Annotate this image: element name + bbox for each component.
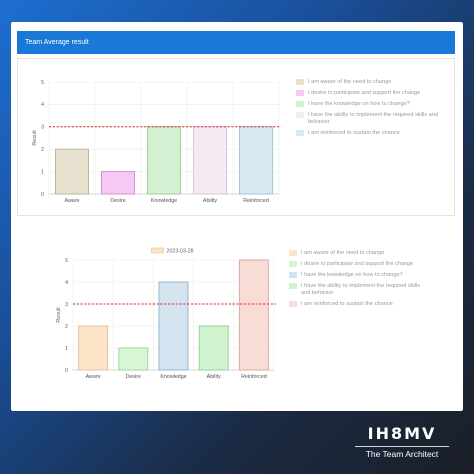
y-tick-label: 2 [65,324,68,330]
bar-aware [78,325,109,371]
y-tick-label: 4 [65,280,68,286]
brand-block: IH8MV The Team Architect [352,425,452,465]
legend-swatch [289,283,297,289]
legend-item[interactable]: I have the knowledge on how to change? [296,101,446,108]
brand-divider [355,446,449,447]
top-chart-legend: I am aware of the need to change I desire… [296,79,446,141]
top-chart-panel [17,58,455,216]
legend-item[interactable]: I have the knowledge on how to change? [289,272,429,279]
legend-item[interactable]: I am reinforced to sustain the chance [296,130,446,137]
legend-label: I am aware of the need to change [308,79,392,85]
legend-swatch [296,130,304,136]
y-tick-label: 0 [41,192,44,198]
legend-label: I desire to participate and support the … [301,261,414,267]
x-tick-label: Knowledge [151,198,177,204]
legend-label: I have the knowledge on how to change? [301,272,403,278]
legend-swatch [296,79,304,85]
x-tick-label: Ability [203,198,217,204]
card-header: Team Average result [17,31,455,54]
legend-item[interactable]: I have the ability to implement the requ… [289,283,429,297]
brand-name: The Team Architect [365,449,439,459]
legend-swatch [289,272,297,278]
bar-knowledge [146,126,182,195]
y-tick-label: 1 [65,346,68,352]
x-tick-label: Ability [207,374,221,380]
y-tick-label: 4 [41,102,44,108]
legend-label: I have the knowledge on how to change? [308,101,410,107]
series-legend-label: 2023-03-28 [167,249,194,255]
legend-swatch [289,301,297,307]
y-axis-label: Result [32,130,38,146]
legend-item[interactable]: I am reinforced to sustain the chance [289,301,429,308]
legend-item[interactable]: I desire to participate and support the … [289,261,429,268]
bottom-chart-legend: I am aware of the need to change I desire… [289,250,429,312]
y-tick-label: 1 [41,169,44,175]
legend-item[interactable]: I am aware of the need to change [296,79,446,86]
chart-svg: 0 1 2 3 4 5 Result Aware Desire Knowledge Ability R… [56,247,276,380]
y-tick-label: 3 [65,302,68,308]
y-axis-label: Result [56,307,62,323]
y-tick-label: 5 [65,258,68,264]
bar-reinforced [238,259,269,371]
y-tick-label: 3 [41,125,44,131]
legend-label: I have the ability to implement the requ… [308,112,438,125]
y-tick-label: 2 [41,147,44,153]
top-bar-chart: 0 1 2 3 4 5 Result Aware Desire Knowledge Ability R… [23,72,283,212]
legend-label: I am aware of the need to change [301,250,385,256]
legend-label: I am reinforced to sustain the chance [301,301,393,307]
x-tick-label: Aware [86,374,101,380]
brand-logo: IH8MV [367,424,437,443]
bar-desire [118,347,149,371]
y-tick-label: 5 [41,80,44,86]
legend-label: I desire to participate and support the … [308,90,421,96]
legend-label: I have the ability to implement the requ… [301,283,421,296]
legend-swatch [289,250,297,256]
x-tick-label: Desire [126,374,141,380]
x-tick-label: Reinforced [243,198,269,204]
bar-knowledge [158,281,189,371]
legend-swatch [296,101,304,107]
legend-swatch [296,112,304,118]
x-tick-label: Reinforced [241,374,267,380]
bar-ability [192,126,228,195]
bar-ability [198,325,229,371]
legend-item[interactable]: I am aware of the need to change [289,250,429,257]
bar-reinforced [238,126,274,195]
legend-item[interactable]: I have the ability to implement the requ… [296,112,446,126]
bar-aware [54,148,90,195]
legend-swatch [289,261,297,267]
series-legend-swatch [151,247,164,254]
bottom-bar-chart: 0 1 2 3 4 5 Result Aware Desire Knowledge Ability R… [46,244,276,384]
legend-label: I am reinforced to sustain the chance [308,130,400,136]
chart-svg: 0 1 2 3 4 5 Result Aware Desire Knowledge Ability R… [32,80,281,204]
y-tick-label: 0 [65,368,68,374]
x-tick-label: Knowledge [160,374,186,380]
bar-desire [100,171,136,195]
legend-swatch [296,90,304,96]
x-tick-label: Aware [65,198,80,204]
x-tick-label: Desire [110,198,125,204]
legend-item[interactable]: I desire to participate and support the … [296,90,446,97]
result-card: Team Average result 0 1 2 3 4 5 Result Aware Des… [11,22,463,411]
